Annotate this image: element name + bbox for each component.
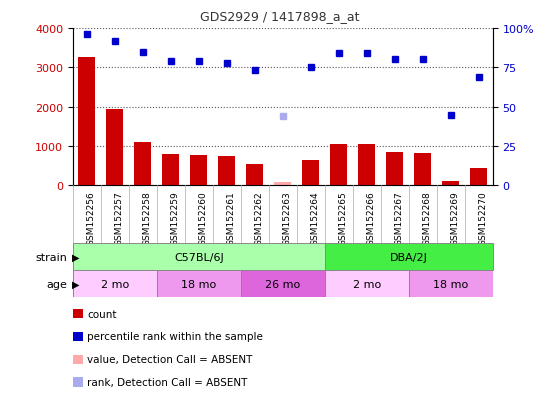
Bar xyxy=(241,271,325,297)
Text: GSM152258: GSM152258 xyxy=(143,190,152,245)
Text: ▶: ▶ xyxy=(72,279,79,289)
Text: GSM152262: GSM152262 xyxy=(255,190,264,245)
Bar xyxy=(442,182,459,186)
Bar xyxy=(246,165,263,186)
Text: rank, Detection Call = ABSENT: rank, Detection Call = ABSENT xyxy=(87,377,248,387)
Text: ▶: ▶ xyxy=(72,252,79,262)
Bar xyxy=(330,145,347,186)
Text: age: age xyxy=(46,279,67,289)
Text: 2 mo: 2 mo xyxy=(101,279,129,289)
Bar xyxy=(325,244,493,271)
Text: 18 mo: 18 mo xyxy=(181,279,216,289)
Bar xyxy=(358,144,375,186)
Bar xyxy=(386,153,403,186)
Text: 18 mo: 18 mo xyxy=(433,279,468,289)
Bar xyxy=(302,161,319,186)
Text: GSM152257: GSM152257 xyxy=(115,190,124,245)
Text: GSM152259: GSM152259 xyxy=(171,190,180,245)
Text: GSM152261: GSM152261 xyxy=(227,190,236,245)
Bar xyxy=(162,155,179,186)
Bar xyxy=(470,169,487,186)
Text: GSM152269: GSM152269 xyxy=(451,190,460,245)
Bar xyxy=(157,271,241,297)
Bar xyxy=(274,183,291,186)
Text: GSM152268: GSM152268 xyxy=(423,190,432,245)
Text: GSM152265: GSM152265 xyxy=(339,190,348,245)
Text: GSM152260: GSM152260 xyxy=(199,190,208,245)
Text: GSM152263: GSM152263 xyxy=(283,190,292,245)
Text: strain: strain xyxy=(35,252,67,262)
Text: C57BL/6J: C57BL/6J xyxy=(174,252,223,262)
Text: GSM152256: GSM152256 xyxy=(87,190,96,245)
Bar xyxy=(106,109,123,186)
Text: 26 mo: 26 mo xyxy=(265,279,300,289)
Text: GSM152264: GSM152264 xyxy=(311,190,320,245)
Bar xyxy=(78,58,95,186)
Text: percentile rank within the sample: percentile rank within the sample xyxy=(87,332,263,342)
Bar xyxy=(325,271,409,297)
Text: 2 mo: 2 mo xyxy=(353,279,381,289)
Bar xyxy=(218,157,235,186)
Text: GSM152266: GSM152266 xyxy=(367,190,376,245)
Text: DBA/2J: DBA/2J xyxy=(390,252,428,262)
Text: GDS2929 / 1417898_a_at: GDS2929 / 1417898_a_at xyxy=(200,10,360,23)
Text: GSM152267: GSM152267 xyxy=(395,190,404,245)
Text: GSM152270: GSM152270 xyxy=(479,190,488,245)
Bar xyxy=(73,244,325,271)
Bar xyxy=(134,142,151,186)
Bar xyxy=(414,154,431,186)
Bar xyxy=(190,156,207,186)
Text: count: count xyxy=(87,309,117,319)
Text: value, Detection Call = ABSENT: value, Detection Call = ABSENT xyxy=(87,354,253,364)
Bar xyxy=(73,271,157,297)
Bar xyxy=(409,271,493,297)
